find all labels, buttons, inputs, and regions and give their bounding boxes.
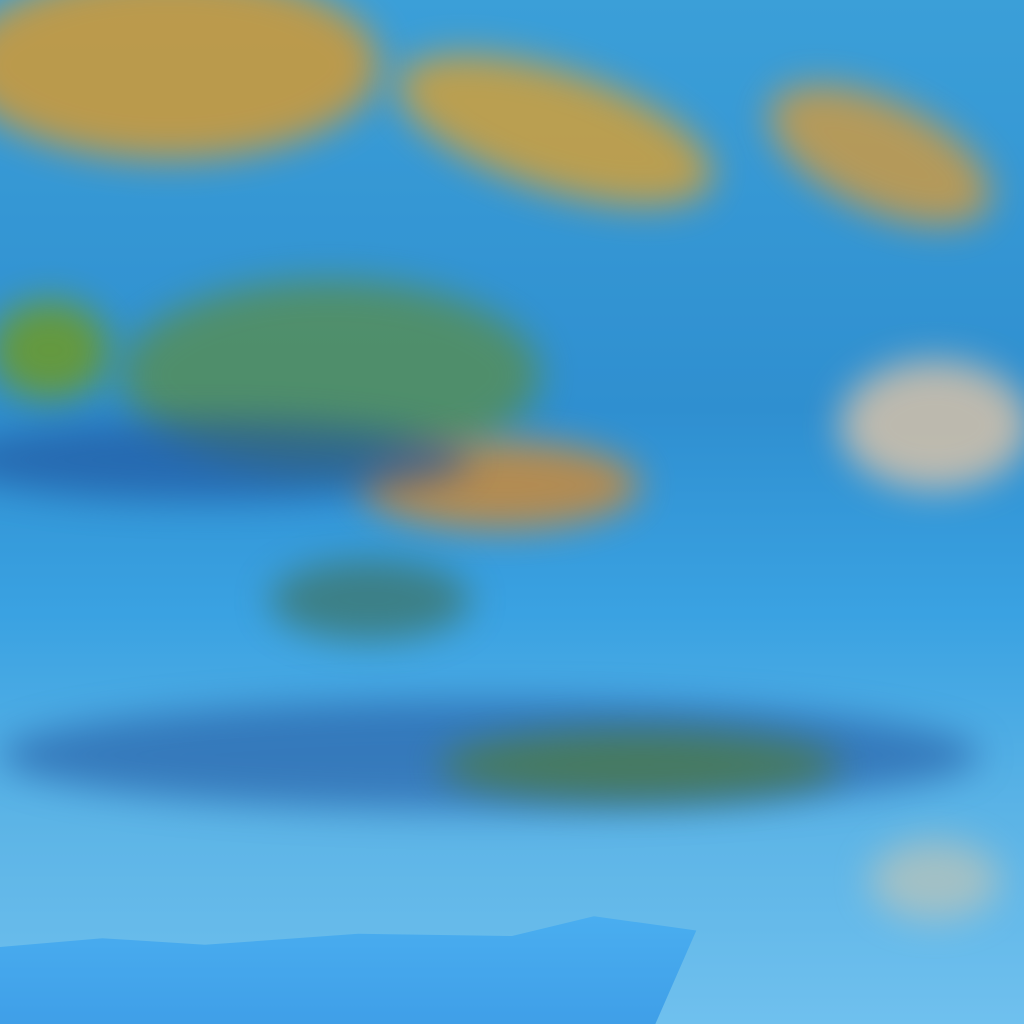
pale-cloud-bottom-right	[870, 840, 1000, 920]
dark-band-upper	[0, 420, 470, 500]
orange-cloud-top-left	[0, 0, 380, 160]
green-streak-middle	[270, 560, 470, 640]
orange-cloud-top-right	[747, 54, 1013, 256]
orange-cloud-band-top	[379, 21, 731, 239]
pale-cloud-right	[840, 360, 1024, 490]
coastline-land	[0, 916, 697, 1024]
green-cloud-left	[0, 300, 110, 400]
green-streak-lower	[440, 730, 840, 800]
